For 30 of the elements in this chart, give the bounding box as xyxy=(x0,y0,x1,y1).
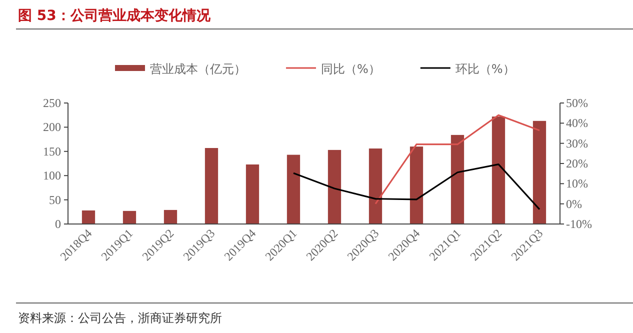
bar xyxy=(164,210,178,224)
bar xyxy=(82,210,96,224)
chart-title: 图 53：公司营业成本变化情况 xyxy=(18,7,212,24)
bar xyxy=(368,148,382,224)
y-tick-label: 250 xyxy=(43,96,61,110)
y-tick-label: 100 xyxy=(43,168,61,183)
y-tick-label: 50 xyxy=(49,192,61,207)
y-tick-label: 200 xyxy=(43,120,61,134)
bar xyxy=(532,120,546,224)
y2-tick-label: 0% xyxy=(566,196,582,211)
bar xyxy=(286,154,300,224)
legend-label: 环比（%） xyxy=(455,62,515,76)
bar xyxy=(492,116,506,224)
y2-tick-label: 40% xyxy=(566,116,588,130)
legend-label: 同比（%） xyxy=(321,62,380,76)
y2-tick-label: 20% xyxy=(566,156,588,170)
y2-tick-label: 10% xyxy=(566,176,588,191)
text: 资料来源：公司公告，浙商证券研究所 xyxy=(18,311,222,325)
bar xyxy=(410,146,424,224)
legend-label: 营业成本（亿元） xyxy=(150,62,246,76)
bar xyxy=(122,210,136,224)
y-tick-label: 150 xyxy=(43,144,61,158)
y2-tick-label: -10% xyxy=(566,217,592,231)
y2-tick-label: 30% xyxy=(566,136,588,150)
bar xyxy=(204,148,218,224)
y2-tick-label: 50% xyxy=(566,96,588,110)
bar xyxy=(328,150,342,224)
y-tick-label: 0 xyxy=(55,217,61,231)
bar xyxy=(246,164,260,224)
bar xyxy=(450,134,464,224)
